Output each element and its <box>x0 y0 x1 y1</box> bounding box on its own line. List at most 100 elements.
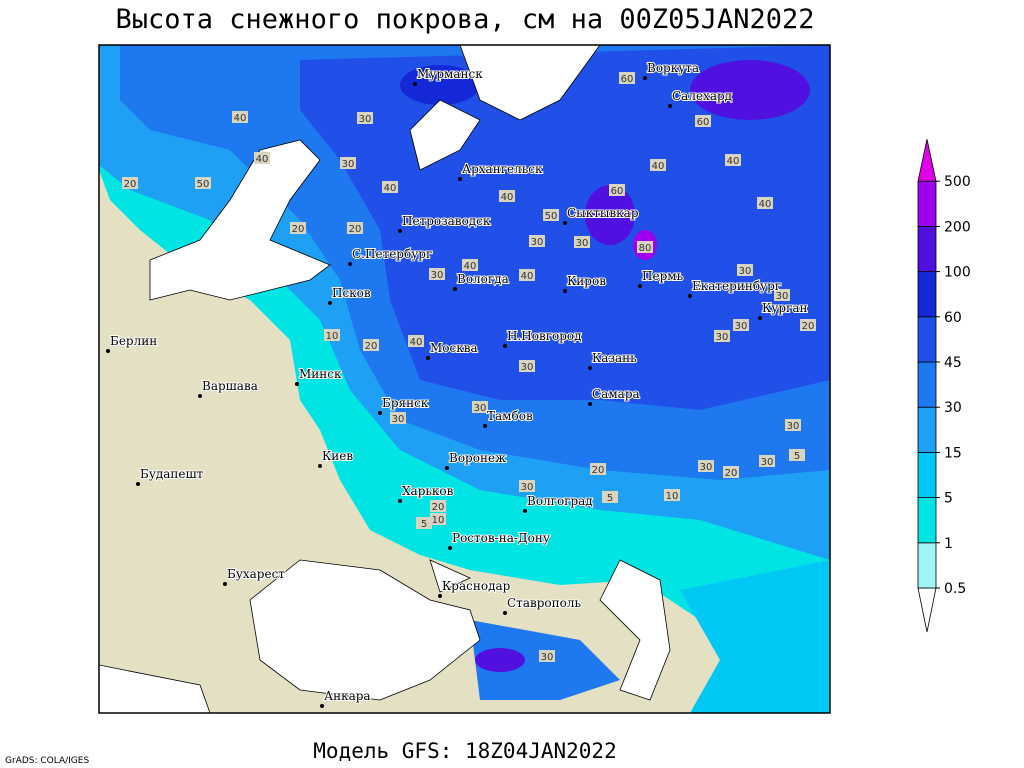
contour-label-bg <box>602 491 618 503</box>
sea <box>459 45 601 121</box>
contour-label: 30 <box>342 159 355 170</box>
contour-label: 30 <box>541 652 554 663</box>
city-dot <box>106 349 110 353</box>
colorbar-band <box>917 542 937 589</box>
colorbar-band <box>917 406 937 453</box>
city-label: Минск <box>299 367 342 381</box>
contour-label-bg <box>733 319 749 331</box>
contour-label: 30 <box>431 270 444 281</box>
colorbar-label: 15 <box>944 445 962 461</box>
sea <box>249 559 481 701</box>
colorbar-label: 5 <box>944 491 953 507</box>
city-label: Краснодар <box>442 579 511 593</box>
colorbar-band <box>917 451 937 498</box>
contour-label: 60 <box>697 117 710 128</box>
contour-label-bg <box>695 115 711 127</box>
contour-label-bg <box>637 241 653 253</box>
snow-area <box>680 560 830 713</box>
contour-label: 5 <box>421 519 427 530</box>
city-dot <box>426 356 430 360</box>
contour-label: 30 <box>392 414 405 425</box>
city-label: Мурманск <box>417 67 483 81</box>
sea <box>149 139 331 301</box>
contour-label-bg <box>519 480 535 492</box>
city-label: Москва <box>430 341 478 355</box>
city-dot <box>413 82 417 86</box>
contour-label-bg <box>789 449 805 461</box>
contour-label: 30 <box>576 238 589 249</box>
contour-label-bg <box>650 159 666 171</box>
contour-label: 20 <box>432 502 445 513</box>
city-label: Сыктывкар <box>567 206 639 220</box>
contour-label: 30 <box>521 482 534 493</box>
contour-label-bg <box>519 360 535 372</box>
sea <box>99 664 211 713</box>
contour-label: 30 <box>787 421 800 432</box>
contour-label-bg <box>609 184 625 196</box>
colorbar-label: 200 <box>944 219 971 235</box>
contour-label-bg <box>529 235 545 247</box>
city-label: Воркута <box>647 61 699 75</box>
city-label: Казань <box>592 351 637 365</box>
colorbar-label: 0.5 <box>944 581 966 597</box>
contour-label: 40 <box>256 154 269 165</box>
colorbar-band <box>917 225 937 272</box>
city-dot <box>438 594 442 598</box>
snow-area <box>585 185 635 245</box>
contour-label-bg <box>347 222 363 234</box>
city-label: Тамбов <box>487 409 533 423</box>
contour-label: 30 <box>531 237 544 248</box>
contour-label-bg <box>574 236 590 248</box>
city-dot <box>348 262 352 266</box>
contour-label-bg <box>382 181 398 193</box>
contour-label-bg <box>390 412 406 424</box>
contour-label: 50 <box>545 211 558 222</box>
colorbar-band <box>917 180 937 227</box>
colorbar-label: 100 <box>944 265 971 281</box>
city-label: Киев <box>322 449 353 463</box>
contour-label: 20 <box>725 468 738 479</box>
contour-label: 20 <box>592 465 605 476</box>
contour-label: 40 <box>521 271 534 282</box>
contour-label-bg <box>462 259 478 271</box>
contour-label: 10 <box>666 491 679 502</box>
city-label: Пермь <box>642 269 684 283</box>
contour-label: 20 <box>349 224 362 235</box>
contour-label: 40 <box>652 161 665 172</box>
contour-label-bg <box>290 222 306 234</box>
city-dot <box>643 76 647 80</box>
contour-label: 40 <box>410 337 423 348</box>
contour-label: 40 <box>464 261 477 272</box>
city-dot <box>758 316 762 320</box>
colorbar-label: 30 <box>944 400 962 416</box>
contour-label-bg <box>698 460 714 472</box>
contour-label-bg <box>664 489 680 501</box>
city-label: Берлин <box>110 334 157 348</box>
city-dot <box>563 289 567 293</box>
city-dot <box>136 482 140 486</box>
city-label: Анкара <box>324 689 371 703</box>
city-dot <box>483 424 487 428</box>
contour-label-bg <box>774 289 790 301</box>
contour-label-bg <box>324 329 340 341</box>
contour-label-bg <box>723 466 739 478</box>
contour-label-bg <box>232 111 248 123</box>
contour-label-bg <box>430 513 446 525</box>
city-dot <box>588 366 592 370</box>
contour-label-bg <box>757 197 773 209</box>
city-dot <box>668 104 672 108</box>
city-dot <box>295 382 299 386</box>
city-label: Н.Новгород <box>507 329 582 343</box>
city-label: Брянск <box>382 396 429 410</box>
contour-label-bg <box>590 463 606 475</box>
colorbar-band <box>917 497 937 544</box>
sea <box>599 559 671 701</box>
sea <box>409 99 481 171</box>
colorbar-label: 60 <box>944 310 962 326</box>
contour-label-bg <box>800 319 816 331</box>
contour-label: 30 <box>761 457 774 468</box>
colorbar-band <box>917 316 937 363</box>
contour-label: 30 <box>521 362 534 373</box>
city-label: Волгоград <box>527 494 593 508</box>
city-label: Киров <box>567 274 606 288</box>
